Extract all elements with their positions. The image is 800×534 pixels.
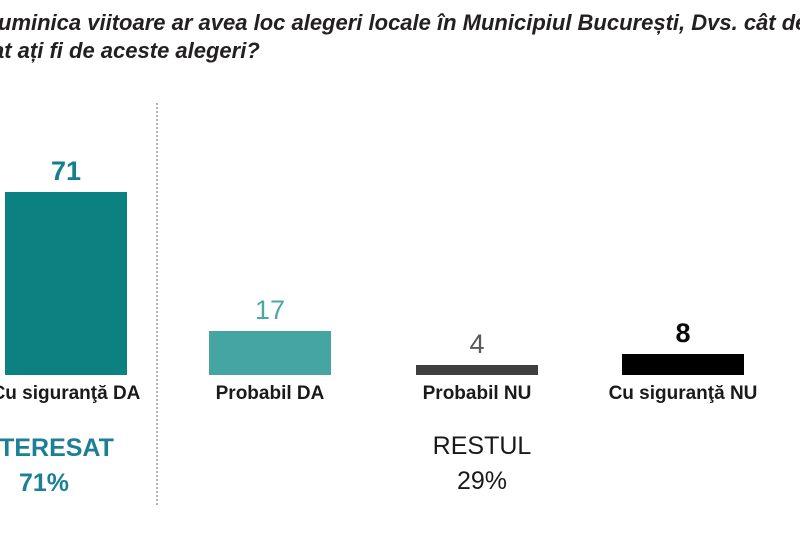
bar-category-label: Cu siguranţă DA — [0, 383, 141, 404]
bar-cu-siguranta-da — [5, 192, 127, 375]
bar-group-cu-siguranta-da: 71 — [0, 157, 151, 375]
summary-interested-value: 71% — [18, 469, 70, 497]
bar-value-label: 8 — [675, 318, 691, 348]
bar-probabil-nu — [416, 365, 538, 375]
bar-category-label: Probabil NU — [422, 383, 532, 404]
summary-rest-label: RESTUL — [432, 432, 532, 460]
bar-group-probabil-da: 17 — [185, 296, 355, 375]
bar-group-cu-siguranta-nu: 8 — [598, 319, 768, 375]
summary-interested-label: INTERESAT — [0, 434, 114, 462]
bar-category-label: Probabil DA — [215, 383, 325, 404]
bar-cu-siguranta-nu — [622, 354, 744, 375]
bar-value-label: 17 — [254, 295, 286, 325]
bar-group-probabil-nu: 4 — [392, 330, 562, 375]
bar-value-label: 71 — [50, 156, 82, 186]
page-title-line1: uminica viitoare ar avea loc alegeri loc… — [0, 10, 800, 35]
bar-category-label: Cu siguranţă NU — [608, 383, 758, 404]
page-title-line2: at ați fi de aceste alegeri? — [0, 38, 260, 63]
summary-rest: RESTUL 29% — [382, 429, 582, 499]
bar-value-label: 4 — [469, 329, 485, 359]
summary-rest-value: 29% — [456, 467, 508, 495]
bar-probabil-da — [209, 331, 331, 375]
dotted-separator-line — [156, 103, 158, 505]
summary-interested: INTERESAT 71% — [0, 431, 149, 501]
